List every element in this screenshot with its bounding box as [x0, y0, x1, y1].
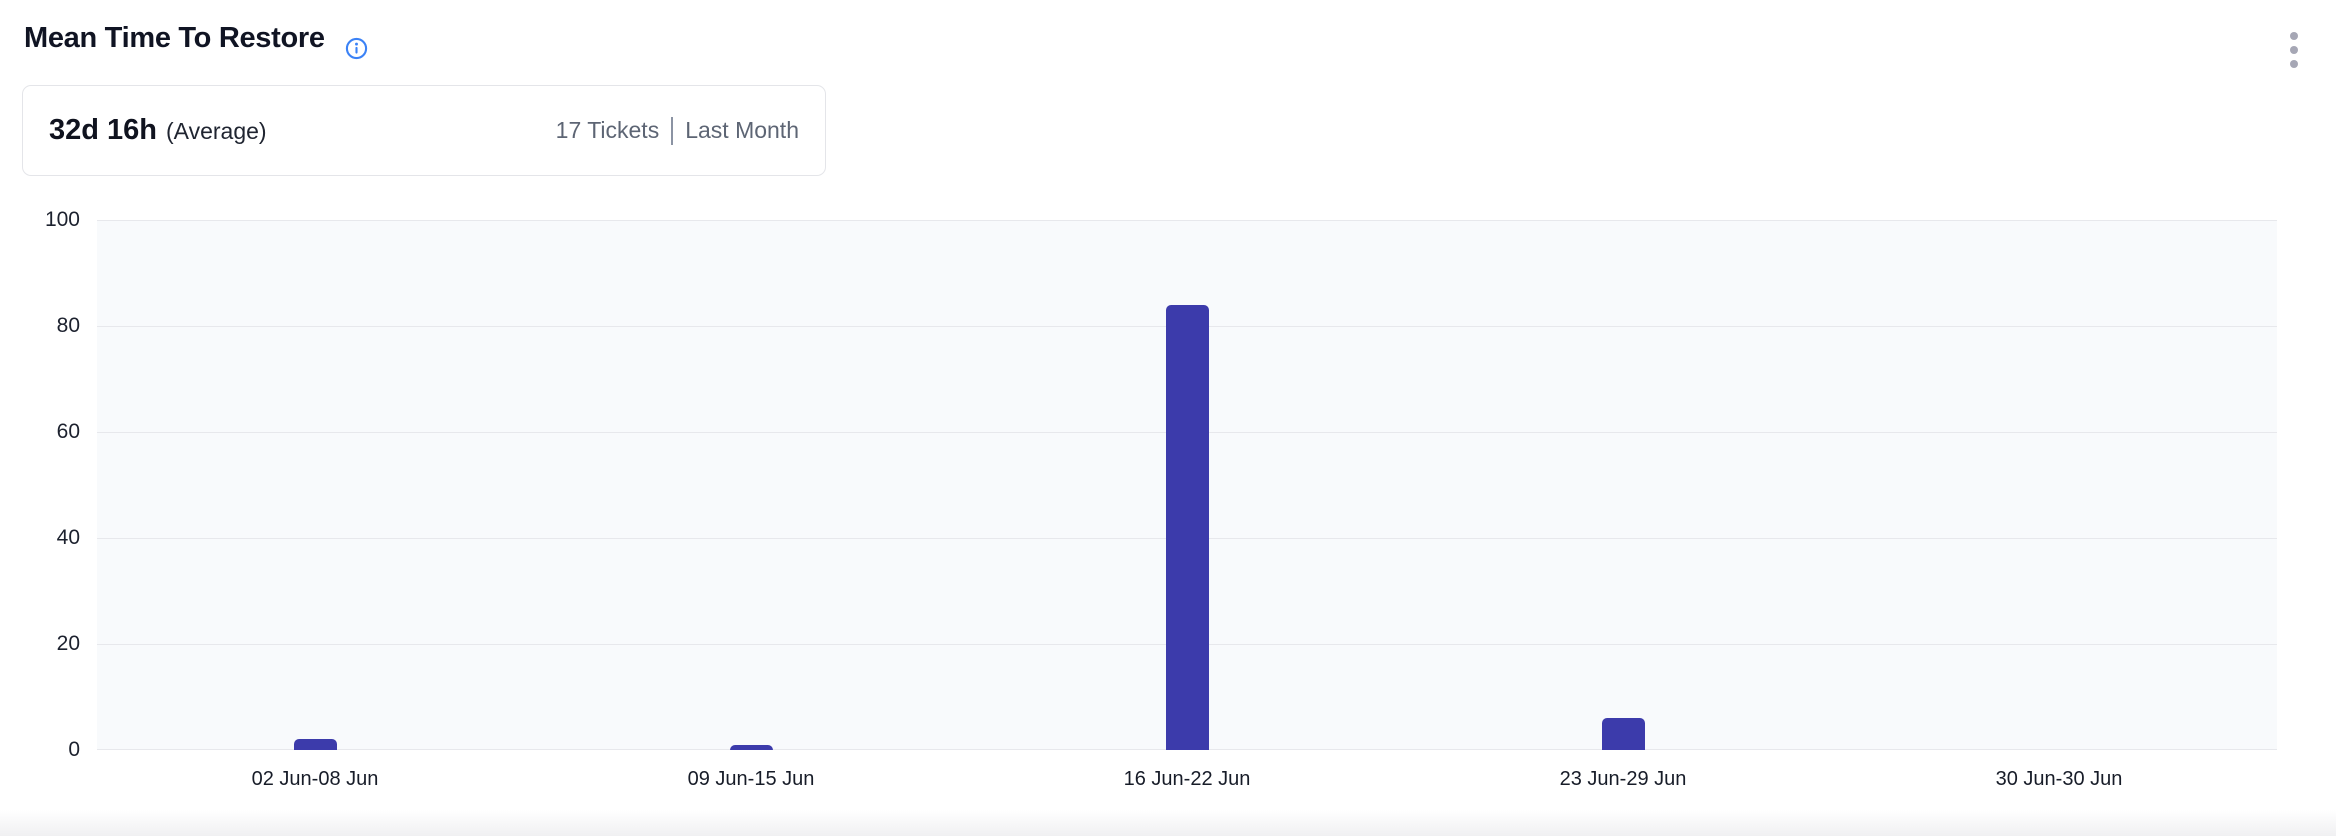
bottom-edge-shadow	[0, 810, 2336, 836]
y-axis-tick-label: 20	[56, 632, 80, 655]
x-axis-tick-label: 30 Jun-30 Jun	[1995, 768, 2123, 790]
y-axis-tick-label: 100	[44, 208, 80, 231]
average-label: (Average)	[166, 118, 267, 144]
plot-area	[97, 220, 2277, 750]
bar-16 Jun-22 Jun[interactable]	[1166, 305, 1209, 750]
summary-card: 32d 16h (Average) 17 Tickets Last Month	[22, 85, 826, 176]
x-axis-tick-label: 09 Jun-15 Jun	[687, 768, 815, 790]
bar-09 Jun-15 Jun[interactable]	[730, 745, 773, 750]
average-value: 32d 16h	[49, 114, 157, 146]
kebab-dot	[2290, 46, 2298, 54]
y-axis-tick-label: 40	[56, 526, 80, 549]
y-axis-tick-label: 80	[56, 314, 80, 337]
separator	[671, 116, 674, 145]
kebab-dot	[2290, 32, 2298, 40]
page-title: Mean Time To Restore	[24, 22, 325, 54]
info-icon[interactable]	[345, 37, 368, 60]
summary-average: 32d 16h (Average)	[49, 114, 267, 147]
bar-23 Jun-29 Jun[interactable]	[1602, 718, 1645, 750]
x-axis-tick-label: 16 Jun-22 Jun	[1123, 768, 1251, 790]
x-axis-tick-label: 23 Jun-29 Jun	[1559, 768, 1687, 790]
tickets-count: 17 Tickets	[555, 117, 660, 143]
y-axis-tick-label: 0	[68, 738, 80, 761]
kebab-dot	[2290, 60, 2298, 68]
kebab-menu-icon[interactable]	[2287, 32, 2301, 68]
period-label: Last Month	[685, 117, 799, 143]
gridline	[97, 220, 2277, 221]
x-axis-tick-label: 02 Jun-08 Jun	[251, 768, 379, 790]
summary-meta: 17 Tickets Last Month	[555, 116, 799, 145]
y-axis-tick-label: 60	[56, 420, 80, 443]
bar-02 Jun-08 Jun[interactable]	[294, 739, 337, 750]
